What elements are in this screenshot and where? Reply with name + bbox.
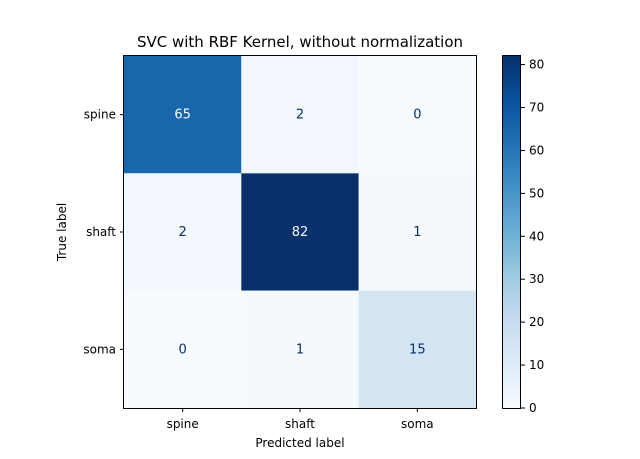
heatmap-cells [124, 56, 476, 408]
colorbar-tick-label: 60 [529, 143, 544, 157]
x-tick-label: shaft [285, 417, 315, 431]
heatmap-cell [358, 56, 476, 174]
cell-value-label: 0 [413, 108, 421, 123]
cell-value-label: 2 [179, 225, 187, 240]
cell-value-label: 2 [296, 108, 304, 123]
colorbar-tick-label: 40 [529, 229, 544, 243]
heatmap-cell [241, 56, 359, 174]
cell-value-label: 65 [174, 108, 191, 123]
y-tick-label: shaft [86, 225, 116, 239]
cell-value-label: 82 [292, 225, 309, 240]
colorbar-tick-label: 80 [529, 58, 544, 72]
heatmap-cell [124, 173, 242, 291]
y-tick-label: soma [83, 342, 116, 356]
heatmap-cell [124, 56, 242, 174]
x-tick-label: soma [401, 417, 434, 431]
colorbar-tick-label: 30 [529, 272, 544, 286]
y-axis-label: True label [55, 203, 69, 262]
heatmap-cell [241, 173, 359, 291]
x-tick-label: spine [167, 417, 199, 431]
colorbar-tick-label: 20 [529, 315, 544, 329]
cell-value-label: 1 [413, 225, 421, 240]
x-axis-label: Predicted label [255, 436, 344, 450]
cell-value-label: 15 [409, 342, 426, 357]
heatmap-cell-labels: 65 2 0 2 82 1 0 1 15 [174, 108, 425, 358]
colorbar [502, 55, 521, 409]
colorbar-tick-label: 10 [529, 358, 544, 372]
heatmap-cell [358, 290, 476, 408]
colorbar-tick-label: 0 [529, 401, 537, 415]
heatmap-cell [358, 173, 476, 291]
heatmap-cell [124, 290, 242, 408]
x-axis-ticks: spine shaft soma [167, 408, 434, 431]
chart-title: SVC with RBF Kernel, without normalizati… [137, 33, 463, 51]
cell-value-label: 0 [179, 342, 187, 357]
heatmap-cell [241, 290, 359, 408]
colorbar-tick-label: 50 [529, 186, 544, 200]
y-tick-label: spine [84, 108, 116, 122]
colorbar-tick-label: 70 [529, 101, 544, 115]
colorbar-ticks: 0 10 20 30 40 50 60 70 80 [521, 58, 544, 415]
cell-value-label: 1 [296, 342, 304, 357]
y-axis-ticks: spine shaft soma [83, 108, 124, 356]
